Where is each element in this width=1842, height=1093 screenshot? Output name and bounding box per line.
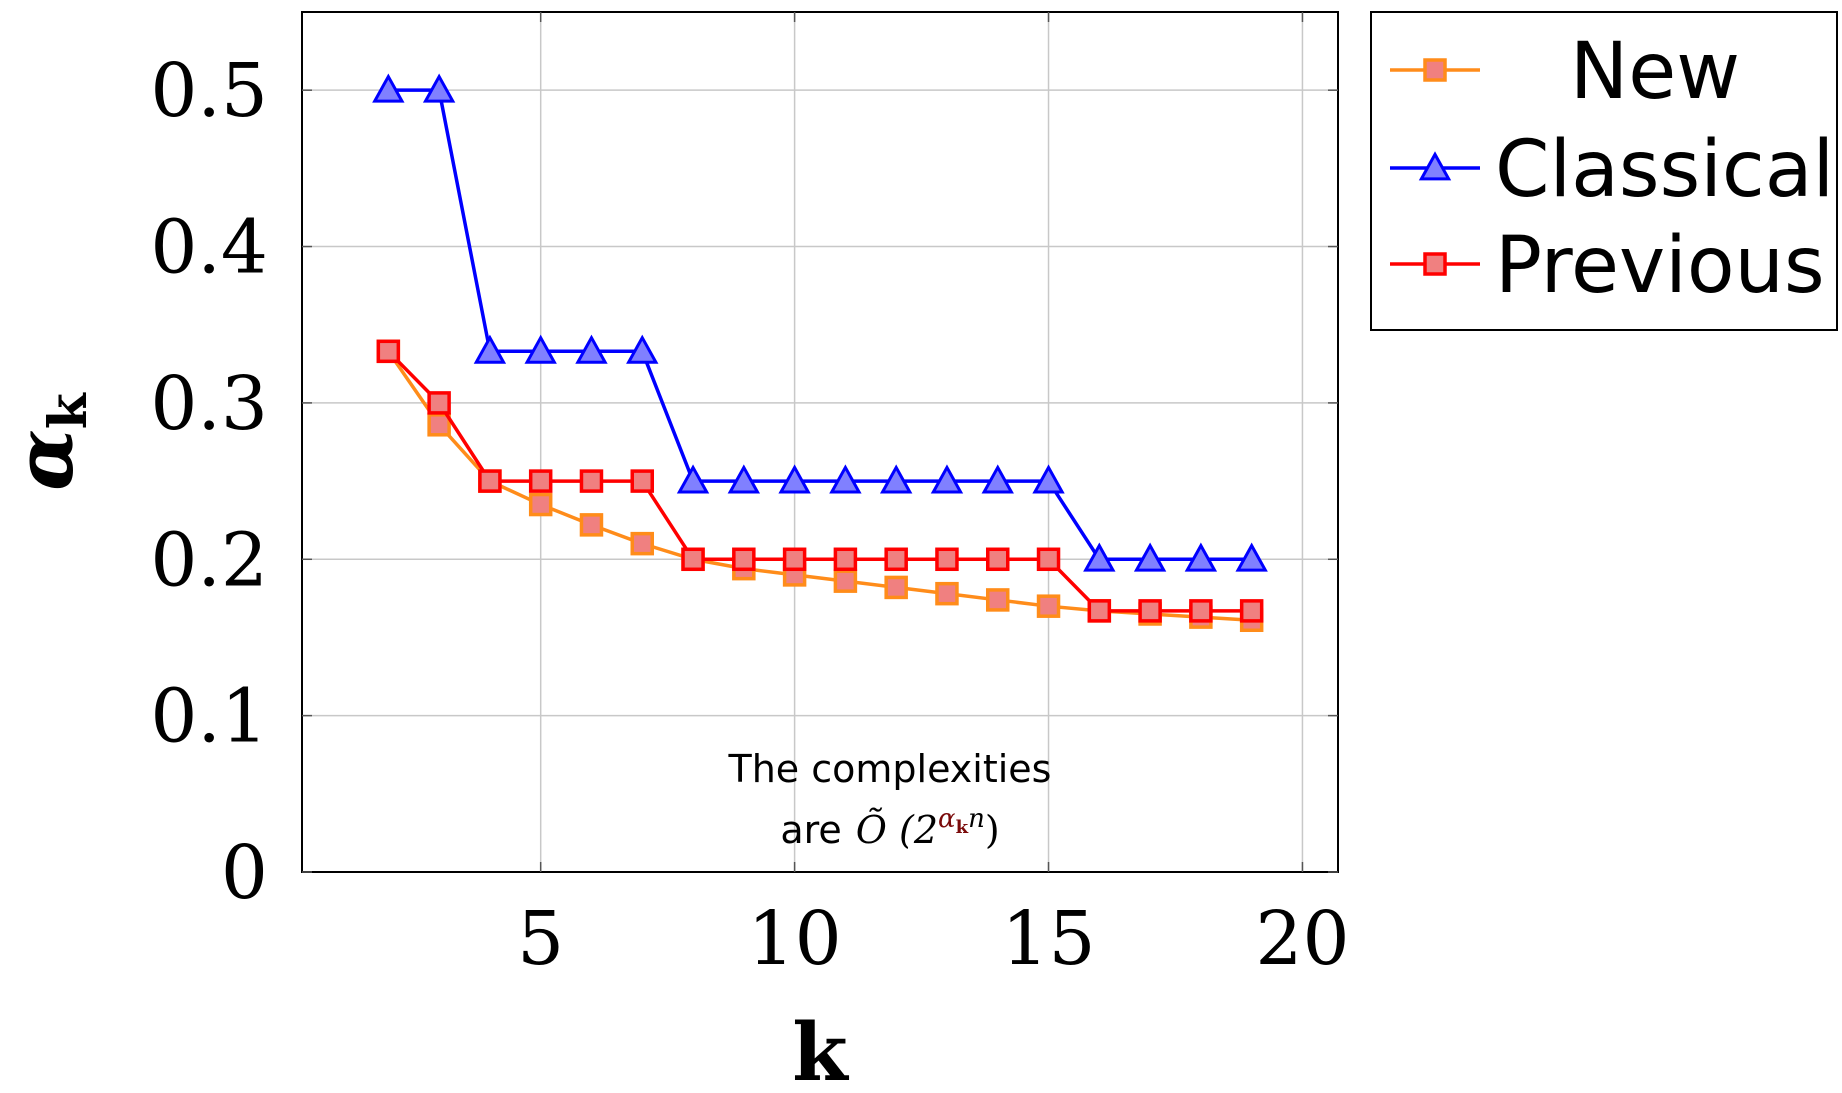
series-line-classical [388, 88, 1252, 562]
data-point-classical [1032, 464, 1065, 494]
y-tick-label: 0 [221, 830, 268, 916]
data-point-classical [778, 464, 811, 494]
data-point-previous [528, 469, 553, 493]
series-new [376, 339, 1264, 633]
series-line-new [386, 350, 1252, 623]
data-point-previous [376, 339, 401, 364]
data-point-classical [473, 334, 507, 364]
data-point-previous [579, 469, 604, 493]
y-tick-label: 0.5 [150, 48, 268, 134]
data-point-previous [732, 547, 756, 572]
data-point-previous [1239, 599, 1264, 623]
complexity-note-line2: are Õ (2αkn) [780, 804, 999, 852]
data-point-classical [879, 464, 913, 494]
legend-marker-previous [1423, 252, 1447, 276]
legend-label-classical: Classical [1495, 125, 1834, 215]
data-point-classical [1235, 542, 1268, 572]
data-point-classical [575, 334, 608, 364]
legend-entry-previous: Previous [1390, 221, 1825, 311]
y-axis-label-subscript: k [38, 392, 99, 429]
y-axis-label-symbol: α [0, 429, 91, 491]
data-point-classical [422, 73, 456, 103]
plot-frame [301, 11, 1339, 873]
data-point-previous [478, 469, 502, 493]
data-point-classical [372, 73, 405, 103]
complexity-note-line1: The complexities [728, 747, 1052, 791]
data-point-classical [829, 464, 862, 494]
data-point-classical [1133, 542, 1167, 572]
x-tick-label: 5 [517, 896, 564, 982]
x-tick-label: 15 [1001, 896, 1095, 982]
data-point-classical [1184, 542, 1218, 572]
data-point-classical [1083, 542, 1116, 572]
complexity-note: The complexities are Õ (2αkn) [728, 747, 1052, 852]
tick-labels: 5 10 15 20 0 0.1 0.2 0.3 0.4 0.5 [150, 12, 1350, 982]
series-previous [376, 339, 1264, 623]
y-tick-label: 0.3 [150, 361, 268, 447]
data-point-new [427, 413, 451, 437]
legend-marker-classical [1418, 151, 1452, 181]
legend-label-previous: Previous [1495, 221, 1825, 311]
y-tick-label: 0.4 [150, 205, 268, 291]
data-point-previous [782, 547, 807, 572]
series-layer [372, 73, 1268, 633]
data-point-classical [727, 464, 761, 494]
data-point-previous [630, 469, 655, 493]
x-axis-label: k [792, 1005, 849, 1093]
data-point-classical [676, 464, 710, 494]
data-point-classical [626, 334, 659, 364]
y-tick-label: 0.1 [150, 674, 268, 760]
legend-label-new: New [1570, 27, 1740, 117]
legend-entry-new: New [1390, 27, 1740, 117]
data-point-new [985, 588, 1010, 612]
data-point-previous [1087, 599, 1112, 623]
legend-box [1370, 11, 1838, 331]
data-point-previous [681, 547, 705, 572]
data-point-new [935, 581, 959, 606]
data-point-new [833, 569, 858, 593]
data-point-previous [1138, 599, 1162, 623]
data-point-new [1036, 594, 1061, 618]
data-point-previous [833, 547, 858, 572]
data-point-previous [427, 391, 451, 415]
data-point-previous [1036, 547, 1061, 572]
data-point-classical [524, 334, 557, 364]
data-point-classical [981, 464, 1014, 494]
data-point-classical [930, 464, 964, 494]
data-point-previous [1189, 599, 1213, 623]
data-point-previous [884, 547, 908, 572]
x-tick-label: 20 [1255, 896, 1349, 982]
legend-entry-classical: Classical [1390, 125, 1834, 215]
x-tick-label: 10 [748, 896, 842, 982]
data-point-new [630, 531, 655, 556]
series-classical [372, 73, 1268, 572]
legend-marker-new [1423, 58, 1447, 82]
y-tick-label: 0.2 [150, 517, 268, 603]
data-point-new [579, 513, 604, 537]
y-axis-label: αk [0, 392, 99, 491]
data-point-previous [935, 547, 959, 572]
data-point-new [884, 575, 908, 600]
data-point-previous [985, 547, 1010, 572]
svg-text:αk: αk [0, 392, 99, 491]
grid [302, 12, 1338, 873]
data-point-new [528, 492, 553, 517]
